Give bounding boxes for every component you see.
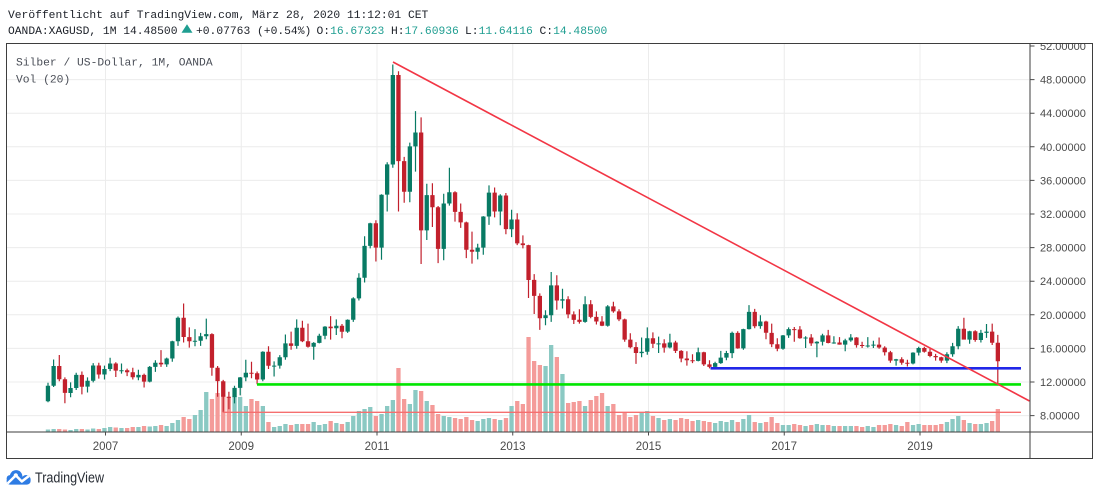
svg-text:8.00000: 8.00000 xyxy=(1040,411,1080,423)
svg-text:2007: 2007 xyxy=(93,441,119,453)
svg-text:L:: L: xyxy=(465,26,479,38)
svg-text:O:: O: xyxy=(317,26,331,38)
svg-text:Vol (20): Vol (20) xyxy=(16,75,70,87)
svg-text:Silber / US-Dollar, 1M, OANDA: Silber / US-Dollar, 1M, OANDA xyxy=(16,58,213,70)
svg-text:2017: 2017 xyxy=(771,441,797,453)
svg-text:32.00000: 32.00000 xyxy=(1040,209,1086,221)
svg-text:12.00000: 12.00000 xyxy=(1040,377,1086,389)
svg-text:24.00000: 24.00000 xyxy=(1040,276,1086,288)
svg-text:44.00000: 44.00000 xyxy=(1040,108,1086,120)
svg-text:16.00000: 16.00000 xyxy=(1040,343,1086,355)
svg-text:Veröffentlicht auf TradingView: Veröffentlicht auf TradingView.com, März… xyxy=(8,10,429,22)
svg-text:TradingView: TradingView xyxy=(35,469,104,486)
svg-text:36.00000: 36.00000 xyxy=(1040,175,1086,187)
svg-text:20.00000: 20.00000 xyxy=(1040,310,1086,322)
svg-text:OANDA:XAGUSD, 1M 14.48500: OANDA:XAGUSD, 1M 14.48500 xyxy=(8,26,178,38)
svg-text:2009: 2009 xyxy=(228,441,254,453)
svg-text:+0.07763 (+0.54%): +0.07763 (+0.54%) xyxy=(196,26,311,38)
svg-text:2011: 2011 xyxy=(365,441,390,453)
svg-text:40.00000: 40.00000 xyxy=(1040,142,1086,154)
svg-text:11.64116: 11.64116 xyxy=(479,26,533,38)
svg-text:52.00000: 52.00000 xyxy=(1040,41,1086,53)
svg-text:48.00000: 48.00000 xyxy=(1040,75,1086,87)
svg-text:28.00000: 28.00000 xyxy=(1040,243,1086,255)
svg-text:H:: H: xyxy=(391,26,405,38)
svg-text:2013: 2013 xyxy=(500,441,526,453)
svg-text:2015: 2015 xyxy=(636,441,662,453)
svg-text:14.48500: 14.48500 xyxy=(553,26,607,38)
svg-text:C:: C: xyxy=(540,26,554,38)
svg-text:17.60936: 17.60936 xyxy=(405,26,459,38)
svg-text:2019: 2019 xyxy=(907,441,933,453)
svg-text:16.67323: 16.67323 xyxy=(330,26,384,38)
